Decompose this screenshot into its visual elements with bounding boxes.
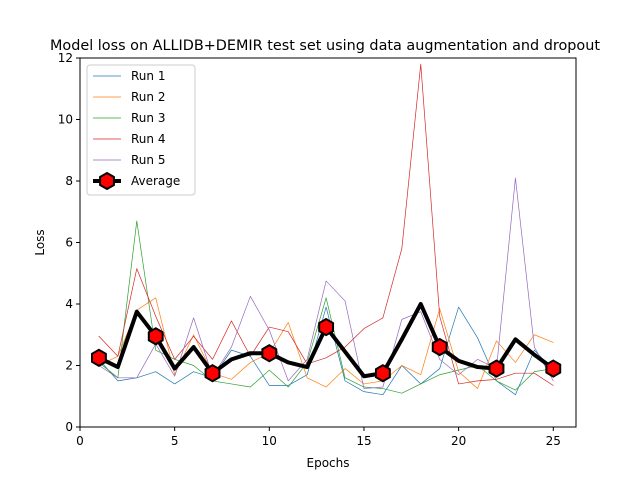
- y-axis-label: Loss: [33, 229, 47, 255]
- y-tick-label: 0: [65, 420, 73, 434]
- chart-title: Model loss on ALLIDB+DEMIR test set usin…: [50, 38, 600, 54]
- y-tick-label: 10: [58, 113, 73, 127]
- x-tick-label: 20: [451, 434, 466, 448]
- series-layer: [91, 63, 562, 396]
- x-tick-label: 15: [356, 434, 371, 448]
- average-marker: [488, 359, 505, 378]
- average-marker: [431, 337, 448, 357]
- legend: Run 1 Run 2 Run 3 Run 4 Run 5 Average: [86, 64, 196, 196]
- legend-label-run-2: Run 2: [131, 90, 165, 104]
- y-tick-label: 2: [65, 359, 73, 373]
- average-marker: [147, 327, 164, 346]
- average-marker: [374, 364, 391, 383]
- legend-label-run-1: Run 1: [131, 69, 165, 83]
- average-marker: [545, 359, 562, 378]
- legend-marker-average: [99, 171, 115, 191]
- axes-layer: 0 5 10 15 20 25 0 2 4 6 8 10 12: [58, 51, 561, 448]
- y-tick-label: 8: [65, 174, 73, 188]
- average-marker: [204, 364, 221, 383]
- legend-label-run-5: Run 5: [131, 153, 165, 167]
- y-tick-label: 12: [58, 51, 73, 65]
- series-line-run-2: [98, 297, 554, 389]
- series-line-run-4: [98, 63, 554, 386]
- average-marker: [318, 317, 335, 337]
- x-tick-label: 10: [262, 434, 277, 448]
- average-marker: [91, 348, 107, 367]
- legend-box: [86, 64, 196, 196]
- legend-label-average: Average: [131, 174, 180, 188]
- x-tick-label: 25: [546, 434, 561, 448]
- x-tick-label: 0: [76, 434, 84, 448]
- y-tick-label: 6: [65, 236, 73, 250]
- legend-label-run-4: Run 4: [131, 132, 165, 146]
- y-tick-label: 4: [65, 297, 73, 311]
- legend-label-run-3: Run 3: [131, 111, 165, 125]
- series-line-run-1: [98, 306, 554, 396]
- average-marker: [261, 344, 278, 363]
- x-tick-label: 5: [171, 434, 179, 448]
- series-line-run-5: [98, 177, 554, 389]
- x-axis-label: Epochs: [307, 456, 350, 470]
